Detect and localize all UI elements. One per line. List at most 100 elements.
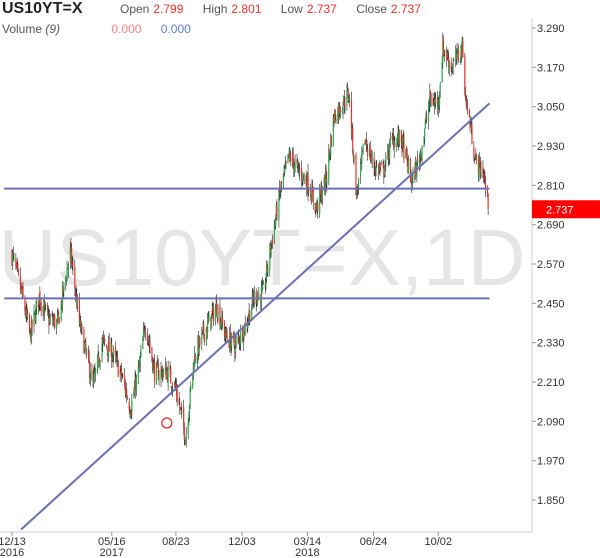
candle-up: [424, 121, 426, 129]
candle-down: [115, 356, 117, 360]
candle-down: [325, 170, 327, 183]
candle-down: [106, 348, 108, 351]
candle-down: [451, 69, 453, 71]
candle-down: [221, 318, 224, 324]
candle-up: [362, 143, 364, 152]
candle-up: [455, 52, 457, 62]
candle-up: [402, 135, 404, 148]
candle-up: [52, 320, 55, 323]
candle-down: [457, 50, 459, 60]
candle-down: [455, 55, 457, 60]
candle-up: [131, 400, 133, 413]
candle-down: [328, 150, 331, 154]
candle-up: [196, 356, 198, 364]
candle-down: [193, 365, 195, 368]
candle-up: [378, 166, 380, 173]
candle-up: [288, 148, 290, 158]
candle-up: [63, 282, 65, 292]
candle-down: [420, 154, 423, 159]
candle-down: [352, 152, 354, 159]
candle-down: [484, 174, 486, 181]
symbol-title: US10YT=X: [2, 0, 83, 17]
candle-down: [61, 300, 63, 307]
candle-down: [355, 154, 357, 196]
candle-down: [370, 156, 373, 160]
candle-up: [396, 139, 399, 141]
candle-down: [228, 341, 230, 348]
candle-down: [80, 320, 82, 331]
candle-down: [58, 317, 60, 324]
candle-down: [321, 187, 323, 201]
candle-down: [203, 334, 205, 342]
candle-up: [357, 178, 360, 189]
candle-down: [44, 302, 46, 307]
candle-down: [473, 160, 476, 162]
candle-down: [81, 326, 83, 328]
candle-down: [410, 175, 412, 183]
candle-up: [453, 59, 455, 61]
candle-up: [21, 288, 23, 296]
candle-up: [219, 322, 222, 329]
candle-down: [387, 151, 389, 161]
candle-up: [392, 135, 394, 137]
candle-down: [475, 154, 478, 159]
candle-down: [40, 302, 42, 311]
candle-down: [243, 323, 246, 334]
candle-down: [71, 262, 73, 266]
candle-up: [383, 174, 386, 177]
candle-down: [216, 302, 218, 316]
candle-down: [206, 327, 208, 333]
candle-down: [21, 286, 23, 293]
candle-down: [105, 344, 108, 348]
candle-up: [230, 342, 232, 351]
candle-up: [302, 172, 304, 180]
candle-down: [48, 316, 50, 326]
candle-down: [153, 361, 156, 382]
candle-up: [212, 305, 214, 311]
candle-down: [317, 202, 319, 211]
candle-up: [437, 99, 439, 110]
candle-up: [265, 263, 268, 279]
trendlines[interactable]: [4, 102, 491, 531]
candle-down: [394, 143, 396, 148]
candle-up: [242, 339, 244, 343]
candle-up: [111, 358, 114, 360]
candle-down: [297, 163, 299, 167]
candle-down: [310, 196, 312, 203]
candle-down: [115, 347, 117, 356]
candle-down: [446, 54, 448, 60]
candle-up: [139, 357, 141, 364]
candle-up: [456, 47, 458, 59]
candle-up: [365, 140, 367, 145]
candle-up: [189, 387, 191, 406]
candle-down: [307, 172, 309, 193]
last-price-label: 2.737: [546, 204, 574, 216]
trendline-support-rising[interactable]: [20, 102, 491, 531]
candle-down: [319, 188, 321, 194]
candle-down: [129, 411, 132, 417]
candle-up: [160, 369, 162, 379]
candle-up: [56, 319, 58, 329]
ohlc-readout: Open 2.799 High 2.801 Low 2.737 Close 2.737: [120, 2, 437, 16]
candle-up: [201, 332, 203, 344]
candle-up: [234, 341, 237, 353]
candle-down: [416, 156, 419, 162]
candle-down: [74, 290, 77, 295]
candle-up: [142, 330, 145, 339]
candle-up: [192, 373, 194, 388]
candle-up: [351, 126, 353, 135]
candle-down: [347, 90, 349, 99]
candle-down: [174, 383, 176, 387]
candle-up: [207, 319, 209, 333]
candle-down: [207, 318, 209, 321]
candle-down: [296, 159, 298, 164]
candle-down: [373, 157, 375, 169]
candle-up: [43, 302, 45, 314]
candle-down: [471, 124, 473, 144]
y-tick-label: 2.330: [537, 338, 565, 350]
candle-up: [384, 166, 386, 173]
candle-up: [85, 350, 88, 353]
candle-down: [108, 339, 110, 352]
candle-up: [338, 103, 340, 115]
